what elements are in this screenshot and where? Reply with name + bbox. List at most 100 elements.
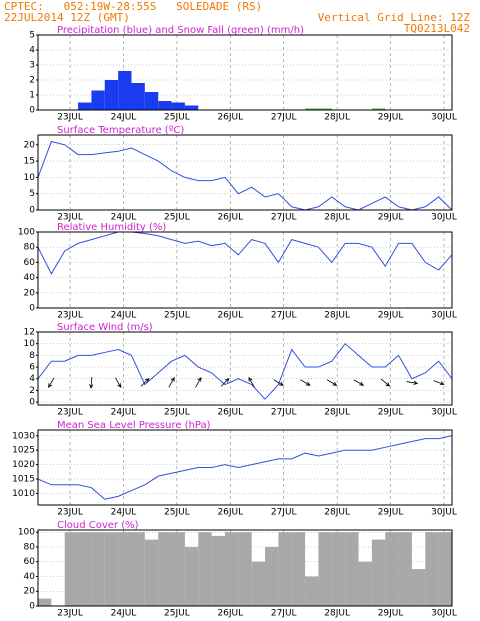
x-tick-label: 28JUL xyxy=(324,213,350,223)
y-tick-label: 0 xyxy=(29,206,35,216)
bar xyxy=(305,576,319,606)
bar xyxy=(425,532,439,606)
wind-arrow xyxy=(48,377,55,389)
header-date: 22JUL2014 12Z (GMT) xyxy=(4,11,130,24)
x-tick-label: 26JUL xyxy=(217,113,243,123)
x-tick-label: 30JUL xyxy=(431,311,457,321)
bar xyxy=(211,535,225,606)
y-tick-label: 10 xyxy=(24,339,36,349)
bar xyxy=(318,108,332,110)
x-tick-label: 27JUL xyxy=(271,113,297,123)
x-tick-label: 29JUL xyxy=(378,609,404,619)
y-tick-label: 100 xyxy=(18,228,35,238)
x-tick-label: 30JUL xyxy=(431,508,457,518)
bar xyxy=(198,532,212,606)
bar xyxy=(131,83,145,110)
wind-arrow xyxy=(300,379,311,386)
x-tick-label: 28JUL xyxy=(324,113,350,123)
bar xyxy=(118,71,132,110)
plot-frame xyxy=(37,331,453,406)
line-series xyxy=(38,342,452,400)
x-tick-label: 27JUL xyxy=(271,213,297,223)
bar xyxy=(238,532,252,606)
wind-arrow xyxy=(326,379,338,386)
y-tick-label: 0 xyxy=(29,602,35,612)
plot-area xyxy=(38,140,452,210)
bar xyxy=(318,532,332,606)
bar xyxy=(158,101,172,110)
header-location: CPTEC: 052:19W-28:55S SOLEDADE (RS) xyxy=(4,0,262,13)
y-tick-label: 40 xyxy=(24,273,36,283)
wind-arrow xyxy=(89,376,94,389)
y-tick-label: 20 xyxy=(24,288,36,298)
bar xyxy=(265,546,279,606)
bar xyxy=(358,561,372,606)
bar xyxy=(371,539,386,606)
plot-frame xyxy=(37,231,453,309)
y-tick-label: 4 xyxy=(29,46,35,56)
x-tick-label: 28JUL xyxy=(324,311,350,321)
bar xyxy=(251,561,266,606)
y-tick-label: 40 xyxy=(24,572,36,582)
wind-arrow xyxy=(433,380,445,386)
x-tick-label: 26JUL xyxy=(217,609,243,619)
x-tick-label: 24JUL xyxy=(111,609,137,619)
x-tick-label: 25JUL xyxy=(164,213,190,223)
bar xyxy=(38,598,52,606)
bar xyxy=(331,532,346,606)
wind-arrow xyxy=(406,380,419,385)
x-tick-label: 26JUL xyxy=(217,508,243,518)
bar xyxy=(171,532,185,606)
bar xyxy=(144,92,159,110)
x-tick-label: 23JUL xyxy=(57,113,83,123)
x-tick-label: 29JUL xyxy=(378,508,404,518)
x-tick-label: 24JUL xyxy=(111,311,137,321)
x-tick-label: 25JUL xyxy=(164,311,190,321)
x-tick-label: 29JUL xyxy=(378,408,404,418)
bar xyxy=(104,80,119,110)
line-series xyxy=(38,435,452,500)
x-tick-label: 30JUL xyxy=(431,408,457,418)
x-tick-label: 26JUL xyxy=(217,311,243,321)
x-tick-label: 28JUL xyxy=(324,408,350,418)
chart-title: Precipitation (blue) and Snow Fall (gree… xyxy=(57,25,304,36)
y-tick-label: 60 xyxy=(24,557,36,567)
x-tick-label: 23JUL xyxy=(57,508,83,518)
x-tick-label: 29JUL xyxy=(378,311,404,321)
y-tick-label: 1015 xyxy=(12,475,35,485)
chart-title: Surface Wind (m/s) xyxy=(57,322,153,333)
bar xyxy=(91,90,105,110)
y-tick-label: 3 xyxy=(29,61,35,71)
x-tick-label: 25JUL xyxy=(164,609,190,619)
bar xyxy=(78,532,92,606)
bar xyxy=(91,532,105,606)
y-tick-label: 1 xyxy=(29,91,35,101)
chart-title: Mean Sea Level Pressure (hPa) xyxy=(57,420,211,431)
plot-area xyxy=(38,232,452,275)
y-tick-label: 2 xyxy=(29,76,35,86)
x-tick-label: 23JUL xyxy=(57,213,83,223)
y-tick-label: 100 xyxy=(18,528,35,538)
bar xyxy=(118,532,132,606)
x-tick-label: 30JUL xyxy=(431,609,457,619)
x-tick-label: 29JUL xyxy=(378,213,404,223)
y-tick-label: 0 xyxy=(29,398,35,408)
plot-area xyxy=(38,342,452,400)
y-tick-label: 8 xyxy=(29,351,35,361)
wind-arrow xyxy=(220,377,230,387)
bar xyxy=(305,108,319,110)
bar xyxy=(131,532,145,606)
wind-arrow xyxy=(115,377,122,389)
bar xyxy=(78,102,92,110)
y-tick-label: 0 xyxy=(29,304,35,314)
bar xyxy=(224,532,239,606)
bar xyxy=(438,532,452,606)
bar xyxy=(171,102,185,110)
bar xyxy=(184,546,199,606)
wind-arrow xyxy=(273,379,284,386)
x-tick-label: 24JUL xyxy=(111,113,137,123)
bar xyxy=(144,539,159,606)
chart-title: Cloud Cover (%) xyxy=(57,520,139,531)
x-tick-label: 26JUL xyxy=(217,213,243,223)
